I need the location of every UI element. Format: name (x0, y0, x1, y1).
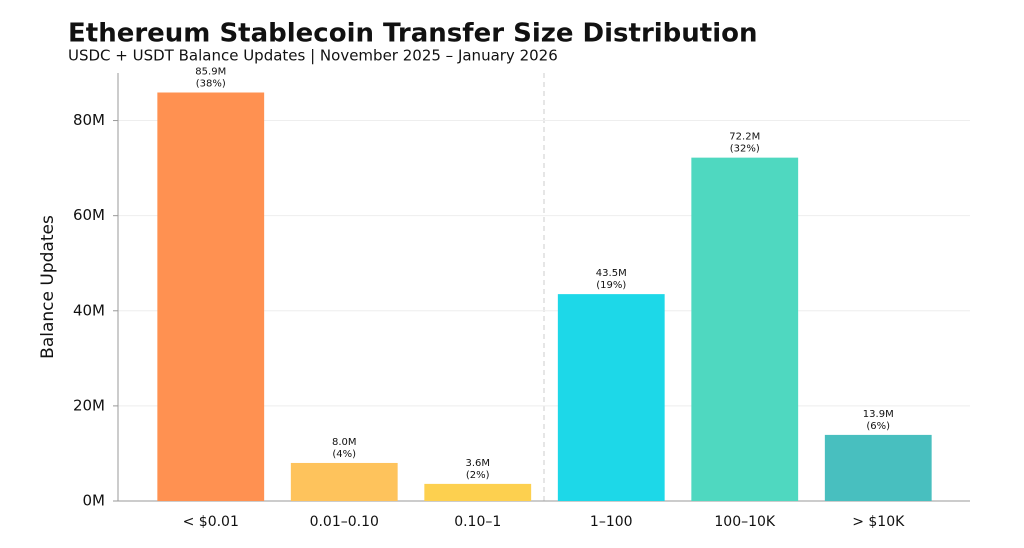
bar (424, 483, 532, 501)
share-label: (32%) (730, 144, 760, 155)
chart-title: Ethereum Stablecoin Transfer Size Distri… (68, 19, 758, 49)
y-tick-label: 20M (73, 396, 105, 414)
bar (290, 462, 398, 501)
y-tick-label: 80M (73, 111, 105, 129)
share-label: (6%) (866, 421, 890, 432)
y-tick-label: 40M (73, 301, 105, 319)
x-tick-label: 0.10–1 (454, 514, 501, 530)
bar (691, 157, 799, 501)
x-tick-label: > $10K (852, 514, 905, 530)
share-label: (2%) (466, 470, 490, 481)
value-label: 13.9M (863, 409, 894, 420)
share-label: (38%) (196, 78, 226, 89)
value-label: 8.0M (332, 437, 357, 448)
bar (557, 294, 665, 501)
bar (824, 434, 932, 501)
value-label: 72.2M (729, 132, 760, 143)
y-tick-label: 0M (83, 492, 106, 510)
y-tick-label: 60M (73, 206, 105, 224)
x-tick-label: < $0.01 (183, 514, 239, 530)
y-axis-label: Balance Updates (38, 215, 58, 359)
value-label: 43.5M (596, 268, 627, 279)
share-label: (19%) (596, 280, 626, 291)
x-tick-label: 100–10K (714, 514, 776, 530)
bar (157, 92, 265, 502)
share-label: (4%) (332, 449, 356, 460)
x-tick-label: 0.01–0.10 (310, 514, 379, 530)
value-label: 85.9M (195, 66, 226, 77)
chart-subtitle: USDC + USDT Balance Updates | November 2… (68, 47, 558, 65)
value-label: 3.6M (465, 458, 490, 469)
x-tick-label: 1–100 (590, 514, 633, 530)
